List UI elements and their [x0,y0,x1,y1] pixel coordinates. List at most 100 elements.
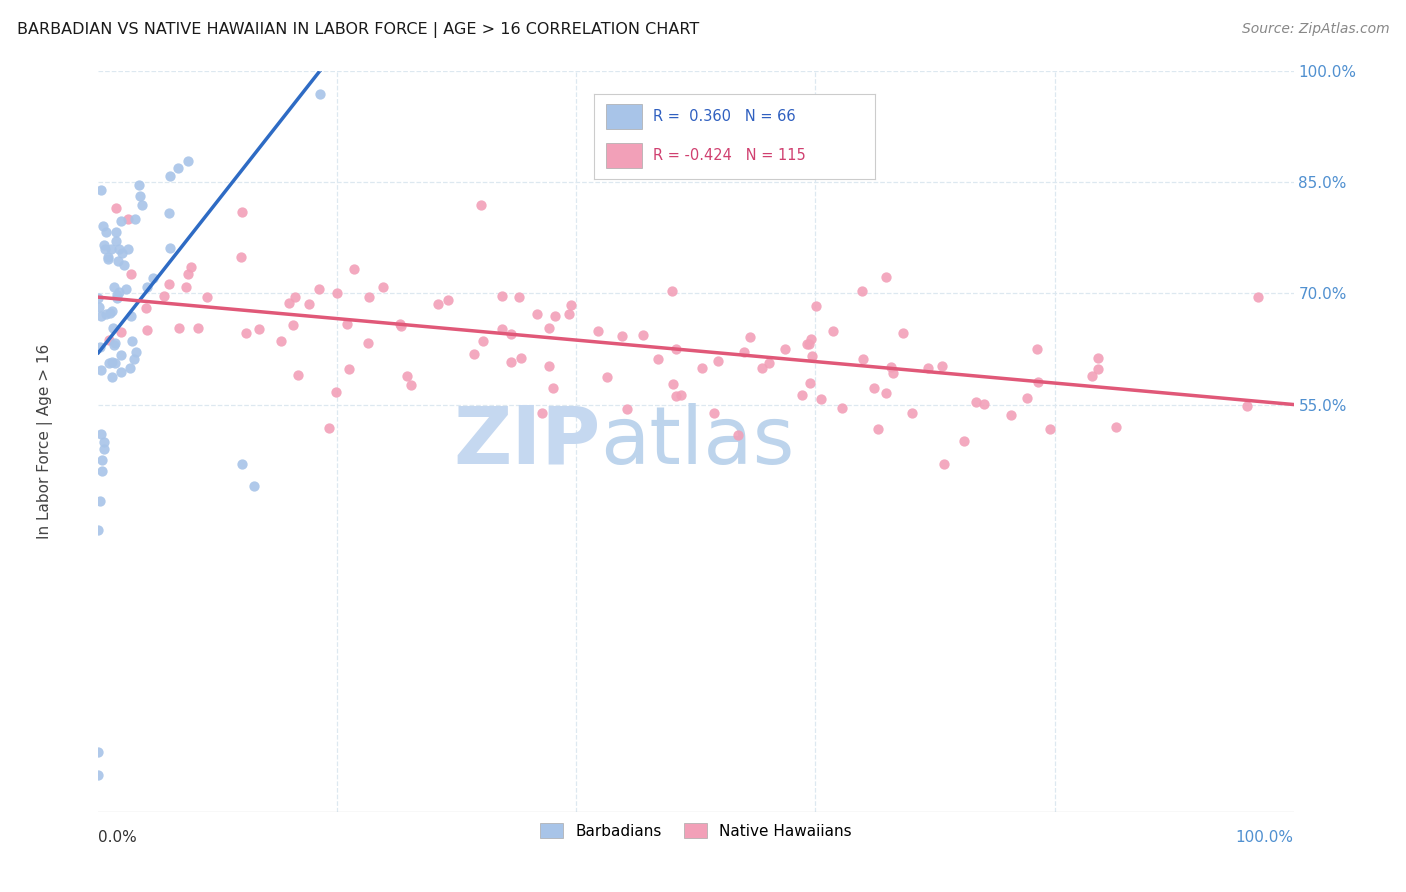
Point [287,368,309,382]
Point [105,291,128,305]
Point [965,395,987,409]
Point [177,153,200,168]
Point [558,307,581,321]
Point [799,376,821,391]
Point [117,212,139,227]
Point [662,377,685,392]
Point [560,298,582,312]
Point [89,493,111,508]
Point [1087,362,1109,376]
Point [87,291,110,305]
Point [111,246,134,260]
Point [153,289,176,303]
Point [128,178,150,193]
Point [177,268,200,282]
Point [103,338,125,352]
Point [810,392,832,407]
Point [882,366,904,380]
Point [706,353,728,368]
Point [121,334,143,349]
Point [90,427,112,442]
Point [101,369,124,384]
Point [120,267,142,281]
Point [159,241,181,255]
Point [91,453,114,467]
Point [89,340,111,354]
Point [104,355,127,369]
Point [93,434,115,449]
Point [501,355,523,369]
Point [758,356,780,370]
Point [117,242,139,256]
Point [97,333,120,347]
Point [647,351,669,366]
Point [796,337,818,351]
Point [1236,399,1258,413]
Point [90,183,112,197]
Point [107,254,129,268]
Point [427,297,450,311]
Point [343,262,366,277]
Point [176,279,198,293]
Point [93,237,115,252]
Point [800,349,823,363]
Point [703,406,725,420]
Point [90,310,112,324]
Point [103,279,125,293]
Point [195,290,218,304]
Text: ZIP: ZIP [453,402,600,481]
Point [531,406,554,420]
Point [87,746,110,760]
Point [806,299,828,313]
Point [661,284,683,298]
Point [901,406,924,420]
Point [122,351,145,366]
Point [247,322,270,336]
Point [96,225,118,239]
Point [880,359,903,374]
Point [159,169,181,184]
Point [1039,422,1062,436]
Point [120,360,142,375]
Point [136,279,159,293]
Point [124,211,146,226]
Point [101,304,124,318]
Point [135,301,157,315]
Point [596,370,619,384]
Point [463,347,485,361]
Point [773,342,796,356]
Point [157,277,180,291]
Point [733,344,755,359]
Point [396,369,419,384]
Point [616,401,638,416]
Point [135,322,157,336]
Point [537,321,560,335]
Point [97,355,120,369]
Point [284,290,307,304]
Point [470,197,492,211]
Point [821,324,844,338]
Point [110,214,132,228]
Point [110,325,132,339]
Text: Source: ZipAtlas.com: Source: ZipAtlas.com [1241,22,1389,37]
Point [852,351,875,366]
Point [97,250,120,264]
Point [243,479,266,493]
Point [97,252,120,266]
Point [472,334,495,348]
Point [727,428,749,442]
Point [94,307,117,321]
Point [692,361,714,376]
Point [107,242,129,256]
Point [1081,368,1104,383]
Point [131,198,153,212]
Point [308,87,330,101]
Point [1087,351,1109,366]
Point [104,336,127,351]
Point [93,442,115,456]
Point [875,269,897,284]
Point [87,767,110,781]
Text: 100.0%: 100.0% [1236,830,1294,846]
Point [586,324,609,338]
Text: In Labor Force | Age > 16: In Labor Force | Age > 16 [37,344,52,539]
